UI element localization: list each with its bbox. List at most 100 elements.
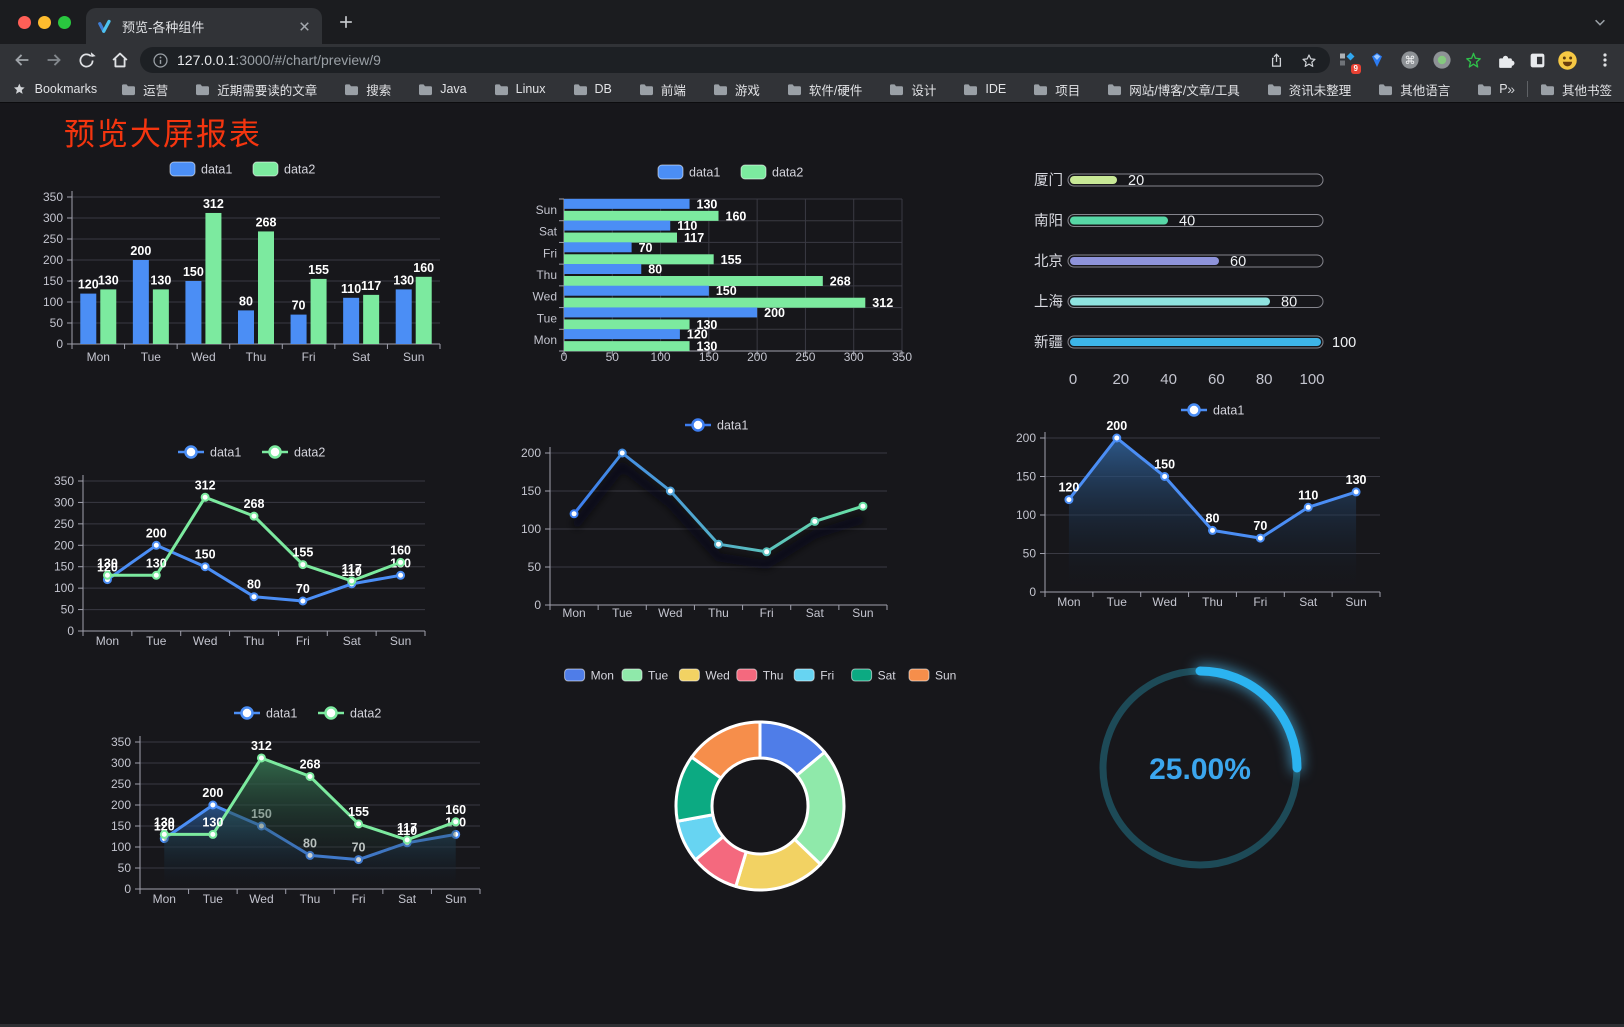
chart-legend[interactable]: data1 bbox=[685, 418, 748, 433]
forward-button[interactable] bbox=[42, 48, 66, 72]
svg-text:200: 200 bbox=[146, 526, 167, 540]
emoji-profile-icon[interactable] bbox=[1556, 49, 1578, 71]
svg-text:Wed: Wed bbox=[705, 669, 729, 683]
extensions-puzzle-icon[interactable] bbox=[1494, 49, 1516, 71]
chart-legend[interactable]: data1 data2 bbox=[657, 164, 803, 180]
folder-icon bbox=[1034, 83, 1048, 95]
bookmark-item[interactable]: 运营 bbox=[121, 80, 168, 99]
gradient-line-canvas: data1 0 50 100 150 200 Mon Tue Wed Thu Fri Sat Sun bbox=[521, 418, 888, 620]
svg-text:130: 130 bbox=[154, 815, 175, 829]
close-window-button[interactable] bbox=[18, 16, 31, 29]
svg-text:data1: data1 bbox=[201, 163, 232, 177]
bookmark-item[interactable]: 前端 bbox=[639, 80, 686, 99]
bookmark-item[interactable]: 设计 bbox=[889, 80, 936, 99]
sidebar-extension-icon[interactable] bbox=[1526, 49, 1548, 71]
site-info-icon[interactable] bbox=[152, 52, 169, 69]
chart-legend[interactable]: Mon Tue Wed Thu Fri Sat Sun bbox=[564, 668, 957, 683]
bookmarks-overflow-chevron[interactable]: » bbox=[1507, 81, 1515, 97]
command-extension-icon[interactable]: ⌘ bbox=[1399, 49, 1421, 71]
bookmark-item[interactable]: 资讯未整理 bbox=[1267, 80, 1351, 99]
svg-text:Thu: Thu bbox=[763, 669, 784, 683]
back-button[interactable] bbox=[10, 48, 34, 72]
svg-text:data2: data2 bbox=[350, 707, 381, 721]
svg-text:Thu: Thu bbox=[300, 892, 321, 906]
gradient-line-chart[interactable]: data1 0 50 100 150 200 Mon Tue Wed Thu Fri Sat Sun bbox=[505, 390, 905, 635]
svg-text:Fri: Fri bbox=[820, 669, 834, 683]
svg-text:160: 160 bbox=[445, 803, 466, 817]
bookmark-item[interactable]: 软件/硬件 bbox=[787, 80, 862, 99]
bookmarks-star-icon[interactable] bbox=[12, 81, 27, 97]
horizontal-bar-chart[interactable]: data1 data2 0 50 100 150 200 250 300 350 Sun 130 160… bbox=[505, 140, 920, 380]
bookmark-item[interactable]: 网站/博客/文章/工具 bbox=[1107, 80, 1240, 99]
bookmark-item[interactable]: DB bbox=[573, 82, 612, 96]
svg-text:80: 80 bbox=[648, 263, 662, 277]
bookmark-folder-list: 运营 近期需要读的文章 搜索 Java Linux DB 前端 游戏 软件/硬件 设计 IDE 项目 网… bbox=[121, 80, 1507, 99]
bookmarks-bar: Bookmarks 运营 近期需要读的文章 搜索 Java Linux DB 前端 游戏 软件/… bbox=[0, 76, 1624, 103]
tab-search-chevron-icon[interactable] bbox=[1590, 12, 1610, 32]
bookmark-item[interactable]: 项目 bbox=[1033, 80, 1080, 99]
bookmark-item[interactable]: Java bbox=[418, 82, 467, 96]
bookmarks-label[interactable]: Bookmarks bbox=[34, 82, 98, 96]
bookmark-item[interactable]: PHP bbox=[1477, 82, 1507, 96]
svg-text:160: 160 bbox=[413, 261, 434, 275]
chart-legend[interactable]: data1 data2 bbox=[234, 706, 381, 721]
svg-text:100: 100 bbox=[111, 840, 131, 854]
share-icon[interactable] bbox=[1267, 51, 1286, 70]
browser-tab[interactable]: 预览-各种组件 bbox=[86, 8, 322, 44]
grid-badge-extension-icon[interactable]: 9 bbox=[1336, 49, 1361, 74]
minimize-window-button[interactable] bbox=[38, 16, 51, 29]
bookmark-label: PHP bbox=[1499, 82, 1508, 96]
bookmark-star-icon[interactable] bbox=[1299, 51, 1318, 70]
chart-legend[interactable]: data1 data2 bbox=[169, 161, 315, 177]
line-two-series-chart[interactable]: data1 data2 0 50 100 150 200 250 300 350 Mon Tue Wed… bbox=[40, 420, 475, 665]
svg-text:200: 200 bbox=[1106, 419, 1127, 433]
svg-text:70: 70 bbox=[292, 299, 306, 313]
bookmark-item[interactable]: 近期需要读的文章 bbox=[195, 80, 317, 99]
bookmark-item[interactable]: 搜索 bbox=[344, 80, 391, 99]
svg-text:Wed: Wed bbox=[533, 290, 557, 304]
svg-text:Sun: Sun bbox=[935, 669, 956, 683]
progress-bars-chart[interactable]: 厦门 20 南阳 40 北京 60 上海 80 新疆 100 0 20 40 60 80 100 bbox=[1000, 155, 1395, 390]
zoom-window-button[interactable] bbox=[58, 16, 71, 29]
other-bookmarks-folder[interactable]: 其他书签 bbox=[1540, 80, 1612, 99]
new-tab-button[interactable] bbox=[334, 10, 358, 34]
home-button[interactable] bbox=[108, 48, 132, 72]
horizontal-bar-canvas: data1 data2 0 50 100 150 200 250 300 350 Sun 130 160… bbox=[533, 164, 912, 364]
donut-chart[interactable]: Mon Tue Wed Thu Fri Sat Sun bbox=[555, 640, 965, 905]
green-star-extension-icon[interactable] bbox=[1462, 49, 1484, 71]
svg-text:200: 200 bbox=[202, 786, 223, 800]
chart-legend[interactable]: data1 bbox=[1181, 403, 1244, 418]
svg-text:Tue: Tue bbox=[203, 892, 224, 906]
grouped-bar-chart[interactable]: data1 data2 0 50 100 150 200 250 300 350 Mon Tue Wed… bbox=[40, 148, 470, 383]
gem-extension-icon[interactable] bbox=[1366, 49, 1388, 71]
folder-icon bbox=[494, 83, 508, 95]
bookmark-item[interactable]: IDE bbox=[963, 82, 1006, 96]
svg-text:Tue: Tue bbox=[648, 669, 669, 683]
svg-text:200: 200 bbox=[764, 306, 785, 320]
svg-text:268: 268 bbox=[244, 497, 265, 511]
bookmark-label: 前端 bbox=[660, 83, 686, 98]
svg-text:0: 0 bbox=[1069, 371, 1077, 388]
svg-text:上海: 上海 bbox=[1034, 294, 1063, 311]
svg-text:350: 350 bbox=[54, 474, 74, 488]
svg-text:150: 150 bbox=[1154, 458, 1175, 472]
gauge-chart[interactable]: 25.00% bbox=[1085, 640, 1335, 890]
bookmark-item[interactable]: 游戏 bbox=[713, 80, 760, 99]
svg-text:0: 0 bbox=[56, 337, 63, 351]
svg-text:120: 120 bbox=[78, 278, 99, 292]
grouped-bar-canvas: data1 data2 0 50 100 150 200 250 300 350 Mon Tue Wed… bbox=[43, 161, 441, 364]
svg-text:Sat: Sat bbox=[343, 634, 362, 648]
bookmark-item[interactable]: 其他语言 bbox=[1378, 80, 1450, 99]
two-series-area-chart[interactable]: data1 data2 0 50 100 150 200 250 300 350 Mon Tue Wed… bbox=[110, 675, 495, 925]
reload-button[interactable] bbox=[74, 48, 98, 72]
browser-menu-kebab-icon[interactable] bbox=[1594, 49, 1616, 71]
recorder-extension-icon[interactable] bbox=[1431, 49, 1453, 71]
svg-text:厦门: 厦门 bbox=[1034, 172, 1063, 189]
area-line-chart[interactable]: data1 0 50 100 150 200 Mon Tue Wed Thu Fri Sat Sun 12… bbox=[985, 385, 1390, 625]
window-bottom-edge bbox=[0, 1024, 1624, 1027]
address-bar[interactable]: 127.0.0.1:3000/#/chart/preview/9 bbox=[140, 47, 1330, 73]
bookmark-item[interactable]: Linux bbox=[494, 82, 546, 96]
bar-series-data1: 120 200 150 80 70 110 130 bbox=[78, 244, 414, 344]
tab-close-icon[interactable] bbox=[297, 19, 312, 34]
chart-legend[interactable]: data1 data2 bbox=[178, 445, 325, 460]
